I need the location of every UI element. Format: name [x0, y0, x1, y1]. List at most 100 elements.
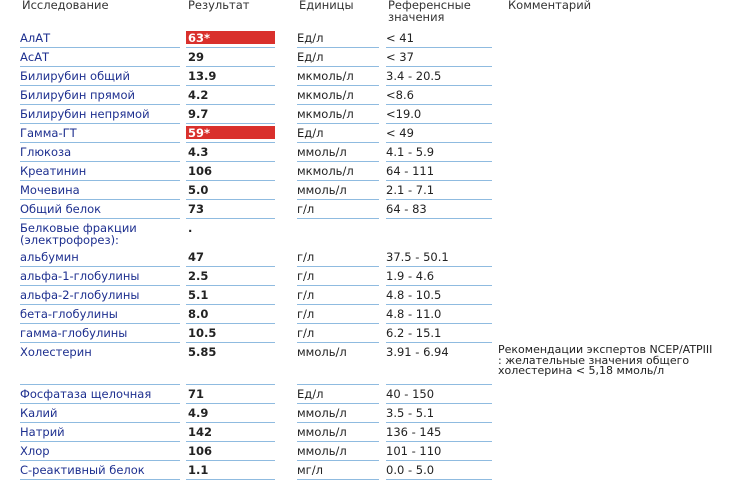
unit-cell: Ед/л [297, 29, 379, 48]
reference-range: 37.5 - 50.1 [386, 250, 449, 264]
result-value: 29 [188, 50, 205, 64]
result-value: 73 [188, 202, 205, 216]
unit: ммоль/л [297, 406, 347, 420]
reference-range: 3.91 - 6.94 [386, 345, 449, 359]
test-name: бета-глобулины [20, 307, 118, 321]
test-name-cell: АлАТ [20, 29, 180, 48]
comment-cell [498, 143, 750, 162]
test-name: Белковые фракции (электрофорез): [20, 221, 137, 247]
test-name-cell: С-реактивный белок [20, 461, 180, 480]
unit-cell: мкмоль/л [297, 86, 379, 105]
reference-cell: 40 - 150 [386, 385, 492, 404]
header-result: Результат [188, 0, 250, 12]
test-name: Билирубин прямой [20, 88, 135, 102]
reference-cell: 2.1 - 7.1 [386, 181, 492, 200]
result-cell: 73 [186, 200, 275, 219]
result-cell: 106 [186, 162, 275, 181]
unit: ммоль/л [297, 145, 347, 159]
test-name: Фосфатаза щелочная [20, 387, 152, 401]
unit-cell: ммоль/л [297, 343, 379, 385]
table-row: бета-глобулины 8.0 г/л 4.8 - 11.0 [0, 305, 750, 324]
result-cell: 59* [186, 124, 275, 143]
table-row: Общий белок 73 г/л 64 - 83 [0, 200, 750, 219]
table-row: Хлор 106 ммоль/л 101 - 110 [0, 442, 750, 461]
reference-cell: 4.8 - 11.0 [386, 305, 492, 324]
result-value: 5.1 [188, 288, 209, 302]
result-cell: 142 [186, 423, 275, 442]
reference-cell: 37.5 - 50.1 [386, 248, 492, 267]
comment-cell [498, 423, 750, 442]
reference-cell [386, 219, 492, 248]
unit-cell: ммоль/л [297, 181, 379, 200]
reference-range: 4.8 - 10.5 [386, 288, 442, 302]
unit-cell: мг/л [297, 461, 379, 480]
test-name-cell: АсАТ [20, 48, 180, 67]
test-name: Калий [20, 406, 58, 420]
unit: Ед/л [297, 50, 324, 64]
test-name-cell: Холестерин [20, 343, 180, 385]
result-value: 5.85 [188, 345, 217, 359]
test-name: Билирубин общий [20, 69, 130, 83]
test-name: Глюкоза [20, 145, 72, 159]
test-name-cell: бета-глобулины [20, 305, 180, 324]
result-value-flagged: 63* [186, 31, 275, 44]
test-name: Креатинин [20, 164, 87, 178]
test-name: альфа-1-глобулины [20, 269, 140, 283]
comment-cell [498, 267, 750, 286]
reference-cell: 4.8 - 10.5 [386, 286, 492, 305]
table-row: альфа-1-глобулины 2.5 г/л 1.9 - 4.6 [0, 267, 750, 286]
reference-cell: 3.4 - 20.5 [386, 67, 492, 86]
comment-cell [498, 29, 750, 48]
test-name-cell: альфа-1-глобулины [20, 267, 180, 286]
result-cell: 9.7 [186, 105, 275, 124]
result-value: 2.5 [188, 269, 209, 283]
test-name: альфа-2-глобулины [20, 288, 140, 302]
test-name-cell: альфа-2-глобулины [20, 286, 180, 305]
comment-cell [498, 324, 750, 343]
unit: мкмоль/л [297, 107, 354, 121]
result-value: 4.2 [188, 88, 209, 102]
reference-range: 0.0 - 5.0 [386, 463, 435, 477]
reference-cell: 1.9 - 4.6 [386, 267, 492, 286]
result-value: 13.9 [188, 69, 217, 83]
table-row: Билирубин общий 13.9 мкмоль/л 3.4 - 20.5 [0, 67, 750, 86]
reference-cell: 101 - 110 [386, 442, 492, 461]
test-name: АлАТ [20, 31, 51, 45]
reference-range: < 49 [386, 126, 414, 140]
unit: мкмоль/л [297, 69, 354, 83]
comment-cell [498, 442, 750, 461]
test-name: Гамма-ГТ [20, 126, 77, 140]
reference-range: 64 - 83 [386, 202, 427, 216]
unit [297, 219, 379, 222]
test-name: Общий белок [20, 202, 102, 216]
reference-range: < 37 [386, 50, 414, 64]
reference-cell: 6.2 - 15.1 [386, 324, 492, 343]
result-value: 71 [188, 387, 205, 401]
table-row: АлАТ 63* Ед/л < 41 [0, 29, 750, 48]
reference-range: 4.1 - 5.9 [386, 145, 435, 159]
result-cell: . [186, 219, 275, 248]
test-name-cell: Общий белок [20, 200, 180, 219]
unit-cell: мкмоль/л [297, 162, 379, 181]
unit-cell [297, 219, 379, 248]
table-row: гамма-глобулины 10.5 г/л 6.2 - 15.1 [0, 324, 750, 343]
result-value: 47 [188, 250, 205, 264]
comment-cell [498, 48, 750, 67]
test-name-cell: Билирубин общий [20, 67, 180, 86]
test-name: Холестерин [20, 345, 92, 359]
reference-range: <8.6 [386, 88, 414, 102]
unit-cell: мкмоль/л [297, 67, 379, 86]
test-name-cell: Гамма-ГТ [20, 124, 180, 143]
result-cell: 106 [186, 442, 275, 461]
unit: Ед/л [297, 126, 324, 140]
result-cell: 1.1 [186, 461, 275, 480]
reference-cell: 0.0 - 5.0 [386, 461, 492, 480]
table-header: Исследование Результат Единицы Референсн… [0, 0, 750, 29]
unit: ммоль/л [297, 425, 347, 439]
results-table: АлАТ 63* Ед/л < 41 АсАТ 29 Ед/л < 37 Билирубин о… [0, 29, 750, 480]
unit-cell: Ед/л [297, 124, 379, 143]
table-row: Билирубин непрямой 9.7 мкмоль/л <19.0 [0, 105, 750, 124]
comment-cell [498, 86, 750, 105]
comment-cell [498, 305, 750, 324]
unit: г/л [297, 269, 315, 283]
